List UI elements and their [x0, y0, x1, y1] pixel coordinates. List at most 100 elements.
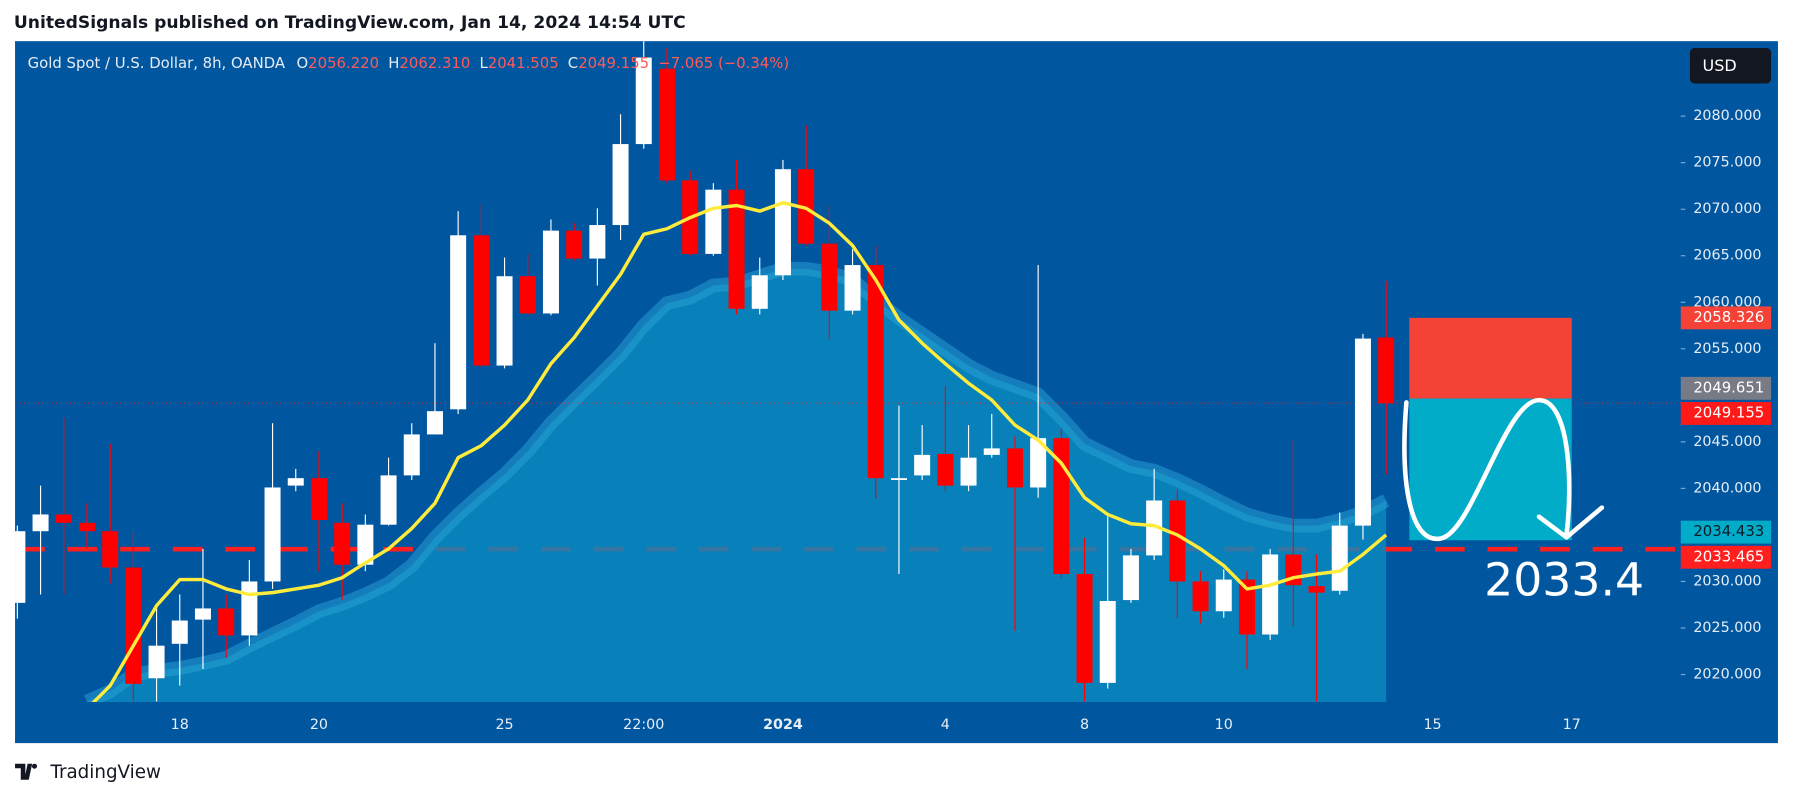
y-tick-label: 2040.000: [1693, 480, 1761, 496]
candle-body: [194, 608, 211, 620]
candle-body: [1146, 500, 1163, 556]
legend: Gold Spot / U.S. Dollar, 8h, OANDA O2056.…: [28, 54, 790, 72]
candle-body: [148, 645, 165, 679]
header: UnitedSignals published on TradingView.c…: [14, 13, 686, 33]
candle-body: [914, 454, 931, 476]
y-tick-label: 2055.000: [1693, 341, 1761, 357]
candle-body: [635, 57, 652, 145]
candle-body: [218, 608, 235, 636]
legend-item: 2049.155: [578, 54, 649, 72]
annotation: 2033.4: [1484, 554, 1644, 607]
legend-text: Gold Spot / U.S. Dollar, 8h, OANDA O2056.…: [28, 54, 790, 72]
legend-item: C: [568, 54, 578, 72]
candle-body: [890, 478, 907, 481]
candle-body: [310, 478, 327, 521]
candle-body: [983, 448, 1000, 455]
y-tick-label: 2065.000: [1693, 248, 1761, 264]
candle-body: [1238, 579, 1255, 635]
logo-icon: [15, 763, 37, 780]
plot-area: [15, 41, 1681, 702]
candle-body: [867, 265, 884, 479]
candle-body: [1122, 555, 1139, 601]
candle-body: [102, 531, 119, 568]
candle-body: [1331, 525, 1348, 591]
candle-body: [705, 189, 722, 254]
candle-body: [241, 581, 258, 636]
currency-label: USD: [1703, 56, 1737, 75]
candle-body: [774, 169, 791, 276]
overlay: 2033.4 2020.000 2025.000 2030.000 2040.000 20…: [171, 108, 1772, 733]
candle-body: [287, 478, 304, 486]
candle-body: [1215, 579, 1232, 612]
candle-body: [960, 457, 977, 486]
price-label-box: [1680, 306, 1772, 330]
candle-body: [357, 524, 374, 565]
candle-body: [450, 235, 467, 410]
candle-body: [403, 434, 420, 476]
candle-body: [1262, 554, 1279, 635]
candle-body: [1169, 500, 1186, 582]
candle-body: [334, 522, 351, 565]
price-label: 2049.651: [1693, 378, 1764, 396]
price-label: 2058.326: [1693, 308, 1764, 326]
x-tick-label: 20: [310, 717, 328, 733]
stop-zone: [1409, 317, 1572, 399]
candle-body: [589, 225, 606, 259]
candle-body: [15, 531, 26, 603]
y-tick-label: 2025.000: [1693, 620, 1761, 636]
y-tick-label: 2080.000: [1693, 108, 1761, 124]
candle-body: [1308, 586, 1325, 593]
legend-item: H: [388, 54, 399, 72]
footer-logo: TradingView: [15, 762, 161, 783]
y-tick-label: 2060.000: [1693, 294, 1761, 310]
y-tick-label: 2020.000: [1693, 667, 1761, 683]
candle-body: [171, 620, 188, 644]
candle-body: [426, 411, 443, 435]
candle-body: [566, 230, 583, 259]
candle-body: [1192, 581, 1209, 612]
candle-body: [380, 475, 397, 525]
y-tick-label: 2030.000: [1693, 573, 1761, 589]
candle-body: [1378, 337, 1395, 404]
x-tick-label: 17: [1563, 717, 1581, 733]
x-tick-label: 22:00: [623, 717, 664, 733]
legend-item: O: [296, 54, 308, 72]
candle-body: [728, 189, 745, 309]
candle-body: [821, 243, 838, 311]
candle-body: [1030, 438, 1047, 488]
candle-body: [658, 68, 675, 181]
legend-item: 2056.220: [308, 54, 379, 72]
legend-item: L: [479, 54, 488, 72]
legend-item: 2041.505: [488, 54, 559, 72]
x-tick-label: 10: [1215, 717, 1233, 733]
drawn-arrow: [1402, 397, 1605, 542]
legend-item: 2062.310: [399, 54, 470, 72]
candle-body: [264, 487, 281, 582]
price-label-box: [1680, 402, 1772, 425]
moving-average: [91, 200, 1388, 702]
y-tick-label: 2045.000: [1693, 434, 1761, 450]
candle-body: [78, 522, 95, 532]
candle-body: [473, 235, 490, 366]
candle-body: [1354, 338, 1371, 526]
x-tick-label: 2024: [763, 717, 803, 733]
price-label-box: [1680, 376, 1772, 400]
price-label: 2049.155: [1693, 403, 1764, 421]
candle-body: [542, 230, 559, 314]
candle-body: [937, 453, 954, 486]
x-tick-label: 8: [1080, 717, 1089, 733]
x-tick-label: 18: [171, 717, 189, 733]
legend-item: Gold Spot / U.S. Dollar, 8h, OANDA: [28, 54, 286, 72]
area: [86, 268, 1387, 702]
candle-body: [751, 275, 768, 309]
currency-badge[interactable]: [1689, 48, 1772, 84]
candle-body: [496, 276, 513, 366]
candle-body: [1006, 448, 1023, 488]
price-label-box: [1680, 520, 1772, 544]
candle-body: [798, 169, 815, 244]
legend-item: −7.065 (−0.34%): [658, 54, 789, 72]
target-zone: [1409, 398, 1572, 541]
candle-body: [844, 265, 861, 311]
x-tick-label: 25: [495, 717, 513, 733]
